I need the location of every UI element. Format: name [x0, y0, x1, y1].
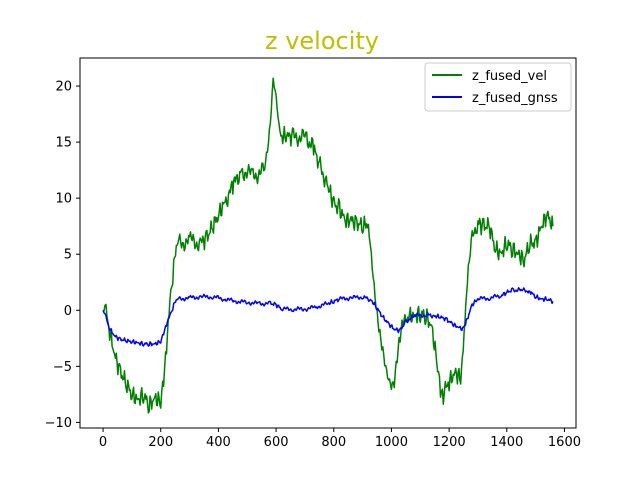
- legend: z_fused_vel z_fused_gnss: [424, 62, 572, 112]
- series-line-z-fused-gnss: [102, 287, 554, 347]
- plot-frame: [79, 57, 577, 429]
- y-tick-label: 15: [55, 136, 72, 151]
- y-axis-ticks: −10 −5 0 5 10 15 20: [45, 80, 80, 431]
- x-tick-label: 1000: [375, 435, 408, 450]
- x-tick-label: 0: [99, 435, 107, 450]
- x-tick-label: 400: [206, 435, 231, 450]
- x-tick-label: 1400: [490, 435, 523, 450]
- x-tick-label: 200: [148, 435, 173, 450]
- series-layer: [102, 77, 554, 414]
- legend-label-z-fused-vel: z_fused_vel: [472, 69, 547, 84]
- chart-title: z velocity: [265, 27, 379, 55]
- x-axis-ticks: 0 200 400 600 800 1000 1200 1400 1600: [99, 428, 581, 450]
- x-tick-label: 600: [264, 435, 289, 450]
- y-tick-label: 0: [64, 304, 72, 319]
- legend-label-z-fused-gnss: z_fused_gnss: [472, 91, 558, 106]
- series-line-z-fused-vel: [102, 77, 554, 414]
- y-tick-label: 5: [64, 248, 72, 263]
- x-tick-label: 1200: [433, 435, 466, 450]
- y-tick-label: 20: [55, 80, 72, 95]
- x-tick-label: 1600: [548, 435, 581, 450]
- y-tick-label: 10: [55, 192, 72, 207]
- x-tick-label: 800: [321, 435, 346, 450]
- y-tick-label: −10: [45, 416, 72, 431]
- y-tick-label: −5: [53, 360, 72, 375]
